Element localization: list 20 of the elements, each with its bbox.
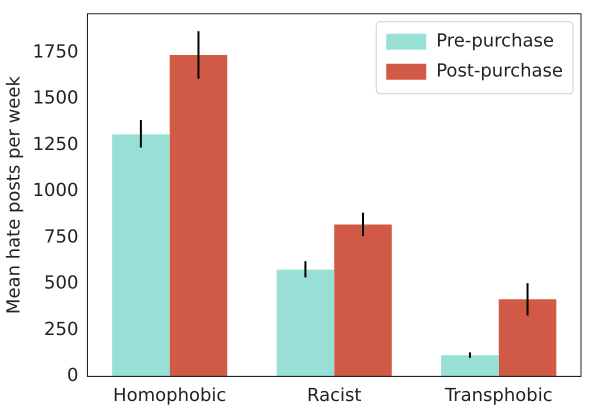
bar: [334, 224, 392, 376]
y-tick-label: 250: [44, 318, 78, 340]
y-tick-label: 1250: [32, 134, 78, 155]
y-tick-label: 1000: [32, 180, 78, 202]
y-tick-label: 1500: [32, 88, 78, 109]
bar: [441, 355, 499, 376]
y-tick-label: 0: [66, 365, 78, 386]
bar: [170, 55, 228, 376]
legend-label: Post-purchase: [436, 60, 564, 82]
legend-label: Pre-purchase: [436, 30, 554, 52]
bar: [498, 299, 556, 376]
y-tick-label: 500: [44, 272, 78, 294]
y-tick-label: 750: [44, 226, 78, 248]
x-tick-label: Racist: [306, 384, 362, 406]
bar: [112, 134, 170, 376]
x-tick-label: Homophobic: [113, 384, 226, 406]
y-tick-label: 1750: [32, 41, 78, 62]
y-axis-title: Mean hate posts per week: [3, 76, 24, 314]
x-tick-label: Transphobic: [444, 384, 553, 406]
bar: [276, 270, 334, 376]
